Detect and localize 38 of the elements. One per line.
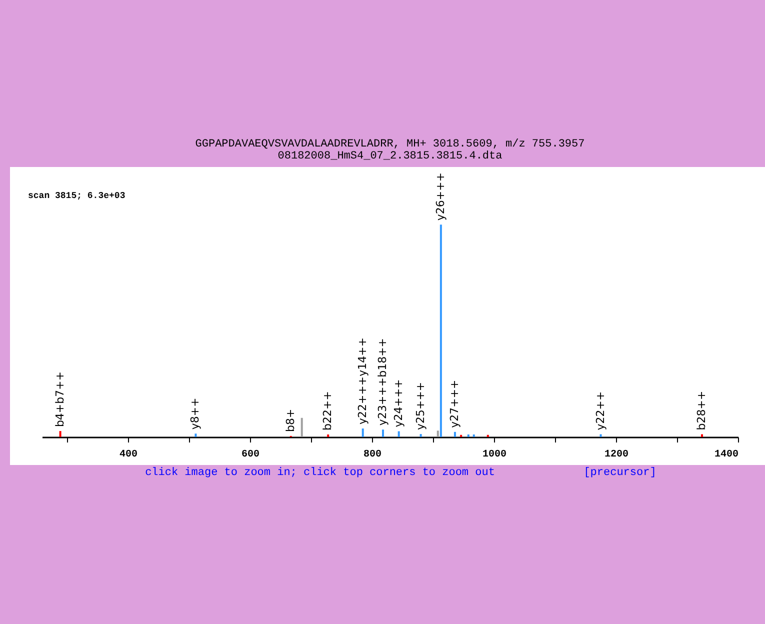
bar — [300, 418, 303, 437]
annotation: y23+++b18++ — [376, 338, 389, 426]
annotation: b8+ — [284, 408, 297, 432]
x-tick-label: 1000 — [482, 450, 507, 460]
annotation: y24+++ — [392, 379, 405, 428]
text: click image to zoom in; click top corners to zoom out — [145, 467, 495, 479]
annotation: b22++ — [321, 391, 334, 430]
annotation: y25+++ — [414, 382, 427, 430]
bar — [436, 430, 439, 437]
bar — [467, 434, 470, 437]
bar — [194, 434, 197, 437]
bar — [59, 431, 62, 437]
annotation: y27+++ — [448, 380, 461, 428]
annotation: y22++ — [594, 391, 607, 430]
bar — [600, 434, 602, 437]
annotation: y8++ — [188, 398, 202, 430]
annotation: b28++ — [695, 390, 708, 430]
annotation: y22+++y14++ — [356, 337, 369, 425]
x-tick-label: 800 — [363, 450, 382, 460]
bar — [472, 434, 475, 437]
bar — [362, 428, 364, 437]
bar — [440, 224, 442, 437]
bar — [454, 432, 456, 437]
text: scan 3815; 6.3e+03 — [28, 191, 126, 201]
bar — [701, 434, 704, 437]
text: [precursor] — [584, 467, 656, 479]
annotation: y26+++ — [434, 172, 447, 221]
annotation: b4+b7++ — [53, 371, 66, 428]
chart-subtitle: 08182008_HmS4_07_2.3815.3815.4.dta — [278, 150, 503, 162]
chart-title: GGPAPDAVAEQVSVAVDALAADREVLADRR, MH+ 3018.5609, m/z 755.3957 — [195, 138, 585, 150]
bar — [420, 434, 422, 437]
bar — [327, 434, 330, 437]
x-tick-label: 1200 — [604, 450, 629, 460]
x-tick-label: 1400 — [714, 450, 738, 460]
x-tick-label: 600 — [242, 450, 260, 460]
bar — [398, 431, 400, 437]
x-tick-label: 400 — [120, 450, 138, 460]
bar — [382, 430, 384, 437]
